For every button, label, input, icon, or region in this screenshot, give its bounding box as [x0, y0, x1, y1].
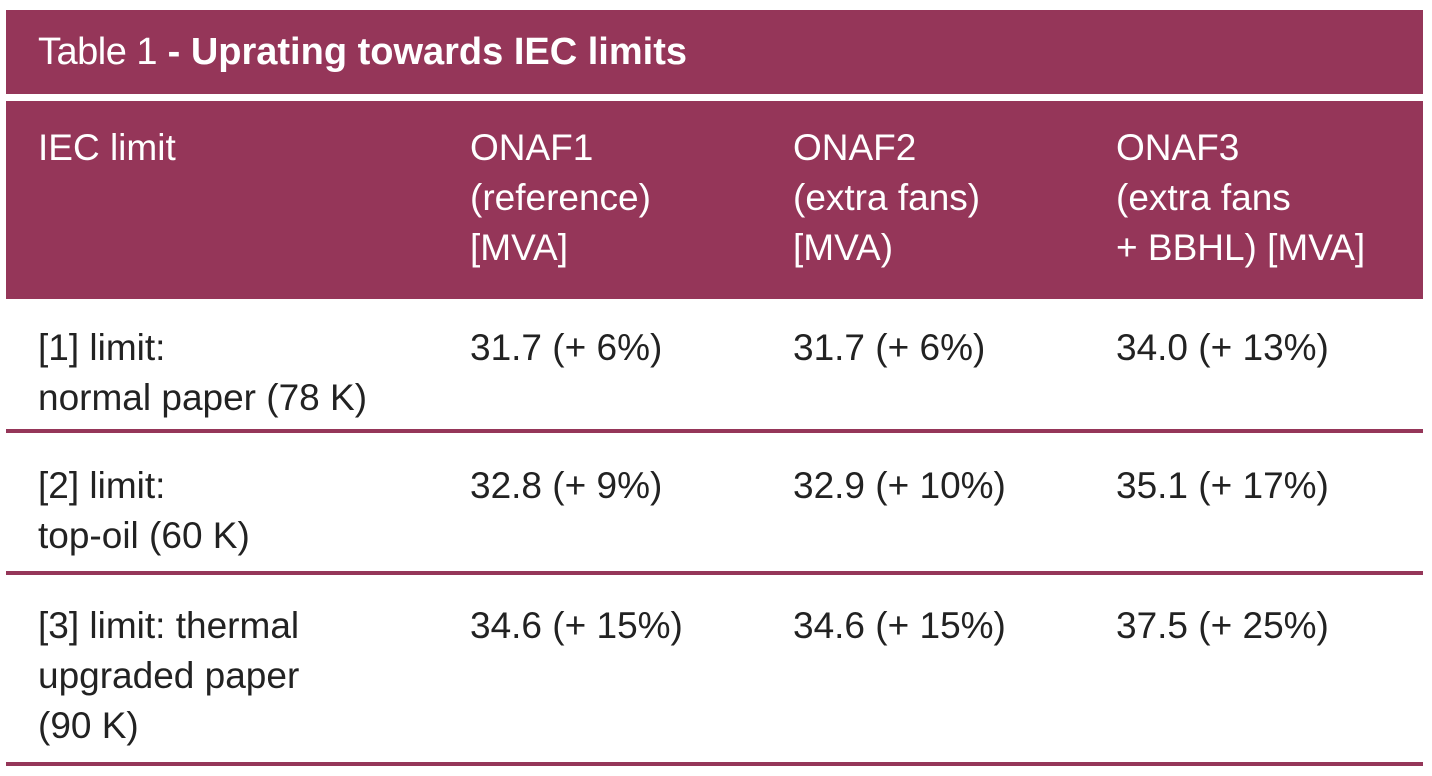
header-onaf3: ONAF3 (extra fans + BBHL) [MVA]	[1116, 123, 1421, 273]
table-row: [1] limit: normal paper (78 K) 31.7 (+ 6…	[6, 299, 1423, 429]
header-line: [MVA]	[470, 227, 568, 268]
row-onaf2-value: 31.7 (+ 6%)	[793, 327, 986, 368]
header-line: (extra fans	[1116, 177, 1291, 218]
row-limit-label: [2] limit: top-oil (60 K)	[38, 461, 458, 561]
header-line: IEC limit	[38, 127, 176, 168]
header-line: ONAF3	[1116, 127, 1240, 168]
limit-line: normal paper (78 K)	[38, 377, 368, 418]
limit-line: top-oil (60 K)	[38, 515, 250, 556]
row-onaf3-value: 34.0 (+ 13%)	[1116, 327, 1329, 368]
data-table: Table 1 - Uprating towards IEC limits IE…	[6, 10, 1423, 768]
row-onaf1-value: 34.6 (+ 15%)	[470, 605, 683, 646]
table-title-main: - Uprating towards IEC limits	[167, 31, 687, 73]
header-line: (extra fans)	[793, 177, 981, 218]
row-onaf3-value: 37.5 (+ 25%)	[1116, 605, 1329, 646]
row-divider	[6, 762, 1423, 766]
header-line: (reference)	[470, 177, 651, 218]
limit-line: upgraded paper	[38, 655, 300, 696]
table-row: [3] limit: thermal upgraded paper (90 K)…	[6, 575, 1423, 762]
row-onaf2-value: 34.6 (+ 15%)	[793, 605, 1006, 646]
row-limit-label: [1] limit: normal paper (78 K)	[38, 323, 458, 423]
row-onaf3-value: 35.1 (+ 17%)	[1116, 465, 1329, 506]
row-divider	[6, 429, 1423, 433]
row-onaf1-value: 31.7 (+ 6%)	[470, 327, 663, 368]
header-line: ONAF2	[793, 127, 917, 168]
row-onaf2-value: 32.9 (+ 10%)	[793, 465, 1006, 506]
header-iec-limit: IEC limit	[38, 123, 458, 173]
table-row: [2] limit: top-oil (60 K) 32.8 (+ 9%) 32…	[6, 433, 1423, 571]
table-title-prefix: Table 1	[38, 31, 158, 73]
header-line: + BBHL) [MVA]	[1116, 227, 1366, 268]
row-onaf1-value: 32.8 (+ 9%)	[470, 465, 663, 506]
row-divider	[6, 571, 1423, 575]
limit-line: [2] limit:	[38, 465, 166, 506]
header-onaf1: ONAF1 (reference) [MVA]	[470, 123, 780, 273]
table-title: Table 1 - Uprating towards IEC limits	[6, 10, 1423, 94]
header-line: ONAF1	[470, 127, 594, 168]
limit-line: (90 K)	[38, 705, 139, 746]
limit-line: [3] limit: thermal	[38, 605, 300, 646]
header-line: [MVA)	[793, 227, 894, 268]
row-limit-label: [3] limit: thermal upgraded paper (90 K)	[38, 601, 458, 751]
header-onaf2: ONAF2 (extra fans) [MVA)	[793, 123, 1103, 273]
table-header-row: IEC limit ONAF1 (reference) [MVA] ONAF2 …	[6, 101, 1423, 299]
limit-line: [1] limit:	[38, 327, 166, 368]
